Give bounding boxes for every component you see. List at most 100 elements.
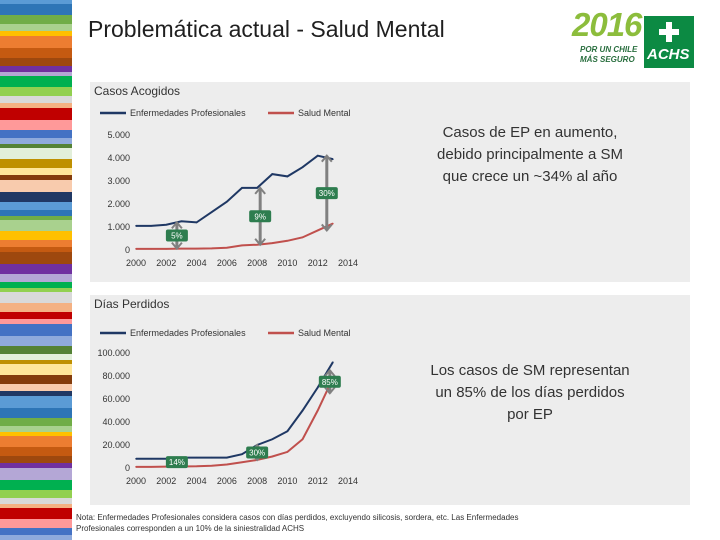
stripe [0,508,72,519]
data-point [286,240,289,242]
x-tick-label: 2006 [217,476,237,486]
data-point [332,222,334,225]
stripe [0,391,72,396]
data-point [210,456,213,459]
dias-perdidos-chart: Enfermedades Profesionales Salud Mental 10… [97,328,358,486]
data-point [195,247,198,250]
legend-label: Salud Mental [298,108,351,118]
data-point [301,438,304,441]
stripe [0,490,72,498]
data-point [150,225,152,227]
chart-title-dias: Días Perdidos [94,297,170,311]
stripe [0,480,72,490]
data-point [241,453,243,455]
stripe [0,247,72,252]
x-tick-label: 2012 [308,476,328,486]
stripe [0,48,72,58]
stripe [0,432,72,436]
data-point [180,247,183,250]
stripe [0,324,72,336]
data-point [180,220,183,223]
series-line [136,377,334,468]
stripe [0,303,72,312]
stripe [0,456,72,463]
stripe [0,282,72,288]
stripe [0,468,72,480]
legend-label: Enfermedades Profesionales [130,328,246,338]
stripe [0,426,72,432]
y-tick-label: 5.000 [107,130,130,140]
x-tick-label: 2008 [247,476,267,486]
y-tick-label: 20.000 [102,440,130,450]
x-tick-label: 2010 [277,258,297,268]
y-tick-label: 2.000 [107,199,130,209]
stripe [0,504,72,508]
stripe [0,24,72,31]
data-point [241,187,243,189]
y-tick-label: 4.000 [107,153,130,163]
data-point [301,409,304,412]
data-point [332,361,334,363]
data-point [226,200,228,203]
annotation-label-bg [165,229,188,242]
stripe [0,144,72,148]
annotation-label: 30% [249,448,265,457]
series-line [136,222,334,250]
casos-note: Casos de EP en aumento, debido principal… [437,124,623,185]
y-tick-label: 1.000 [107,222,130,232]
x-tick-label: 2000 [126,258,146,268]
stripe [0,180,72,192]
stripe [0,103,72,108]
data-point [241,244,243,247]
data-point [210,247,213,250]
y-tick-label: 60.000 [102,394,130,404]
stripe [0,58,72,66]
stripe [0,264,72,274]
data-point [286,451,289,453]
casos-acogidos-panel: Casos Acogidos Enfermedades Profesionale… [90,82,690,282]
y-tick-label: 3.000 [107,176,130,186]
stripe [0,354,72,360]
x-tick-label: 2008 [247,258,267,268]
data-point [316,154,319,157]
data-point [316,386,319,389]
stripe [0,87,72,96]
data-point [316,409,319,412]
data-point [150,458,152,460]
annotation-label-bg [318,375,341,388]
stripe [0,168,72,175]
data-point [301,236,304,239]
stripe [0,210,72,216]
logo-tagline-2: MÁS SEGURO [580,55,635,64]
y-tick-label: 0 [125,463,130,473]
stripe [0,240,72,247]
stripe [0,120,72,130]
data-point [226,463,228,466]
data-point [271,455,274,458]
stripe [0,0,72,4]
stripe [0,252,72,264]
stripe [0,76,72,87]
x-tick-label: 2014 [338,258,358,268]
stripe [0,396,72,408]
chart-title-casos: Casos Acogidos [94,84,181,98]
data-point [226,246,228,249]
stripe [0,463,72,468]
annotation-label-bg [165,456,188,469]
annotation-arrow-head [321,154,333,163]
legend-label: Enfermedades Profesionales [130,108,246,118]
annotation-label-bg [315,187,338,200]
achs-badge: ACHS [644,16,694,68]
stripe [0,498,72,504]
data-point [150,248,152,250]
stripe [0,375,72,384]
data-point [165,223,168,226]
data-point [135,458,137,460]
annotation-arrow-head [171,220,183,230]
stripe [0,159,72,168]
data-point [226,456,228,459]
stripe [0,31,72,36]
x-tick-label: 2002 [156,476,176,486]
stripe [0,447,72,456]
stripe [0,15,72,24]
